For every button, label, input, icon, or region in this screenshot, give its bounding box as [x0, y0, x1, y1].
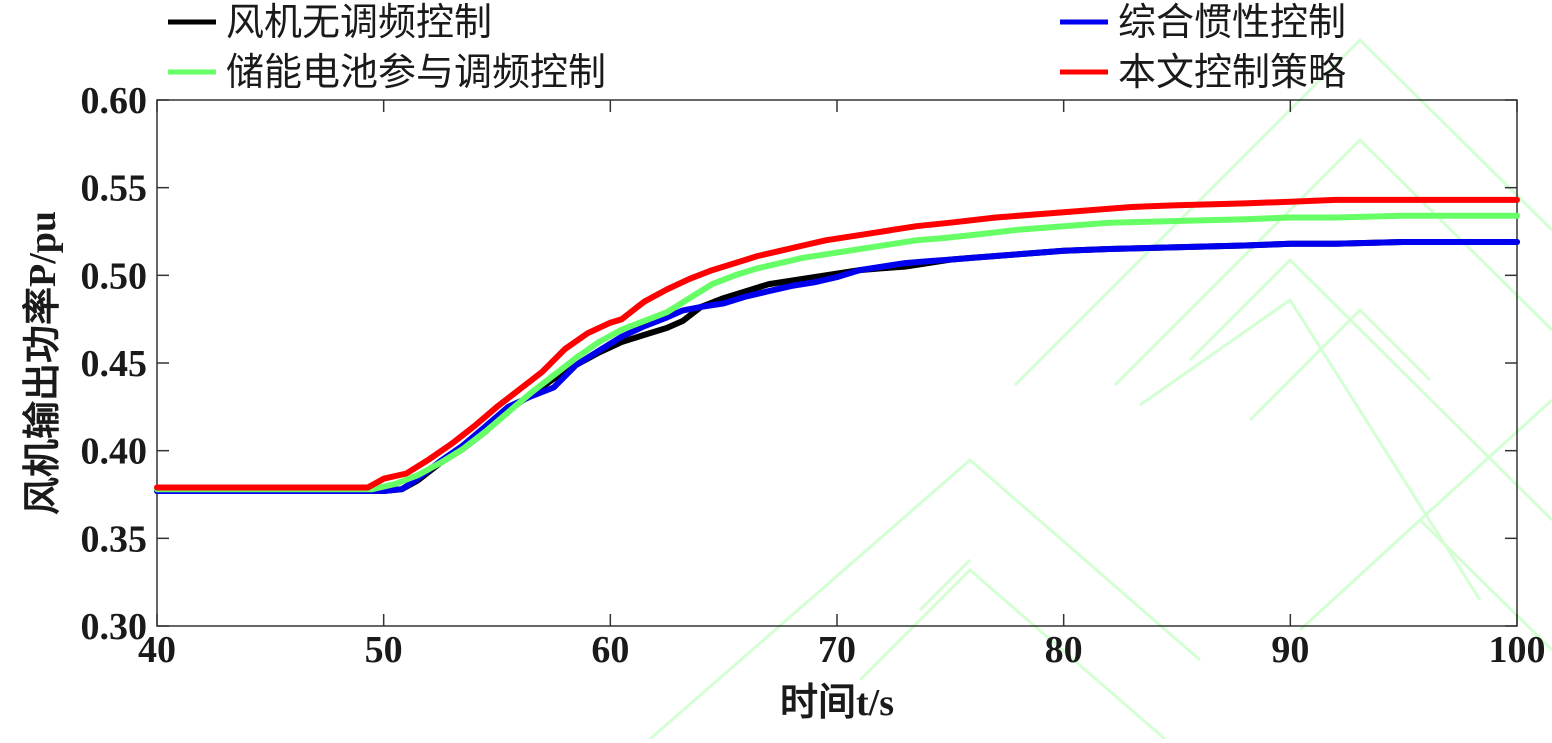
y-tick-label: 0.40 — [81, 431, 148, 473]
y-axis-title: 风机输出功率P/pu — [22, 211, 64, 515]
y-tick-label: 0.45 — [81, 343, 148, 385]
watermark — [649, 37, 1552, 741]
legend-label: 本文控制策略 — [1118, 52, 1346, 94]
y-tick-label: 0.50 — [81, 255, 148, 297]
x-tick-label: 70 — [818, 629, 856, 671]
plot-area — [156, 99, 1518, 627]
series-line-3 — [154, 212, 1520, 493]
y-tick-label: 0.30 — [81, 606, 148, 648]
legend-label: 储能电池参与调频控制 — [226, 52, 606, 94]
series-line-4 — [154, 196, 1520, 491]
x-tick-label: 90 — [1271, 629, 1309, 671]
series-line-2 — [154, 239, 1520, 494]
y-tick-label: 0.35 — [81, 518, 148, 560]
x-tick-label: 60 — [591, 629, 629, 671]
x-tick-label: 100 — [1489, 629, 1546, 671]
legend-label: 综合惯性控制 — [1118, 2, 1346, 44]
x-axis-title: 时间t/s — [780, 682, 894, 724]
x-axis: 40 50 60 70 80 90 100 — [138, 100, 1546, 671]
x-tick-label: 40 — [138, 629, 176, 671]
legend-label: 风机无调频控制 — [226, 2, 492, 44]
y-tick-label: 0.60 — [81, 80, 148, 122]
x-tick-label: 80 — [1045, 629, 1083, 671]
x-tick-label: 50 — [365, 629, 403, 671]
series-layer — [154, 196, 1520, 494]
y-axis: 0.30 0.35 0.40 0.45 0.50 0.55 0.60 — [81, 80, 1517, 648]
y-tick-label: 0.55 — [81, 168, 148, 210]
